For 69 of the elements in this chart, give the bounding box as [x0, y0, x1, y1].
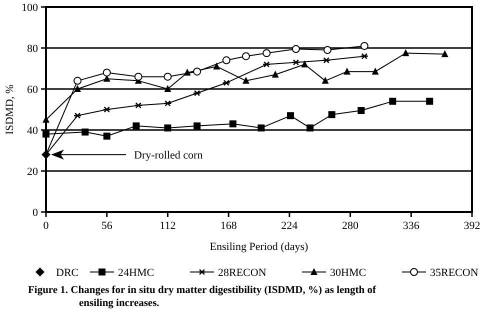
point	[262, 49, 271, 58]
point	[134, 102, 143, 108]
point	[102, 106, 112, 113]
point	[103, 132, 110, 140]
point	[164, 124, 172, 132]
point	[229, 120, 236, 128]
point	[323, 46, 332, 54]
point	[306, 124, 314, 132]
point	[292, 59, 300, 66]
x-tick-label: 280	[342, 220, 360, 232]
y-tick-label: 20	[27, 166, 38, 178]
point	[287, 112, 294, 120]
y-tick-label: 100	[22, 2, 38, 14]
point	[322, 76, 329, 84]
point	[164, 100, 172, 106]
x-tick-label: 112	[160, 220, 176, 232]
text: Figure 1. Changes for in situ dry matter digestibility (ISDMD, %) as length of ensiling increases.	[28, 285, 376, 309]
x-axis-title: Ensiling Period (days)	[210, 241, 309, 253]
point	[74, 85, 82, 92]
point	[222, 56, 230, 64]
point	[441, 50, 448, 58]
point	[242, 76, 250, 84]
y-axis-title: ISDMD, %	[4, 84, 16, 135]
y-tick-label: 0	[32, 207, 38, 219]
point	[82, 128, 89, 136]
point	[301, 60, 308, 68]
point	[360, 53, 369, 60]
point	[344, 68, 351, 75]
x-tick-label: 168	[220, 220, 238, 232]
x-tick-label: 224	[281, 220, 298, 232]
y-tick-label: 80	[27, 43, 38, 55]
point	[402, 49, 410, 56]
point	[258, 124, 265, 132]
point	[372, 68, 379, 75]
point	[426, 98, 434, 105]
point	[134, 72, 142, 81]
point	[194, 122, 201, 130]
point	[389, 98, 396, 105]
point	[193, 68, 202, 76]
point	[222, 80, 231, 86]
legend-label: 24HMC	[118, 267, 154, 279]
annotation: Dry-rolled corn	[134, 150, 204, 162]
x-tick-label: 0	[43, 220, 50, 232]
x-tick-label: 392	[464, 220, 480, 232]
point	[42, 150, 50, 160]
point	[74, 76, 82, 85]
y-tick-label: 60	[27, 84, 38, 96]
point	[292, 45, 300, 54]
point	[272, 70, 279, 78]
x-tick-label: 336	[402, 220, 420, 232]
point	[322, 57, 331, 64]
x-tick-label: 56	[101, 220, 113, 232]
legend-label: 35RECON	[430, 267, 478, 279]
point	[132, 122, 140, 130]
point	[328, 111, 336, 118]
point	[360, 42, 368, 50]
point	[164, 85, 172, 92]
point	[73, 112, 82, 119]
y-tick-label: 40	[27, 125, 38, 137]
legend-label: 28RECON	[218, 267, 266, 279]
point	[192, 90, 202, 96]
point	[102, 68, 111, 77]
point	[164, 72, 172, 81]
point	[262, 61, 271, 68]
legend-label: 30HMC	[330, 267, 366, 279]
legend-label: DRC	[56, 267, 79, 279]
point	[242, 52, 250, 60]
point	[213, 62, 220, 70]
point	[358, 107, 365, 114]
